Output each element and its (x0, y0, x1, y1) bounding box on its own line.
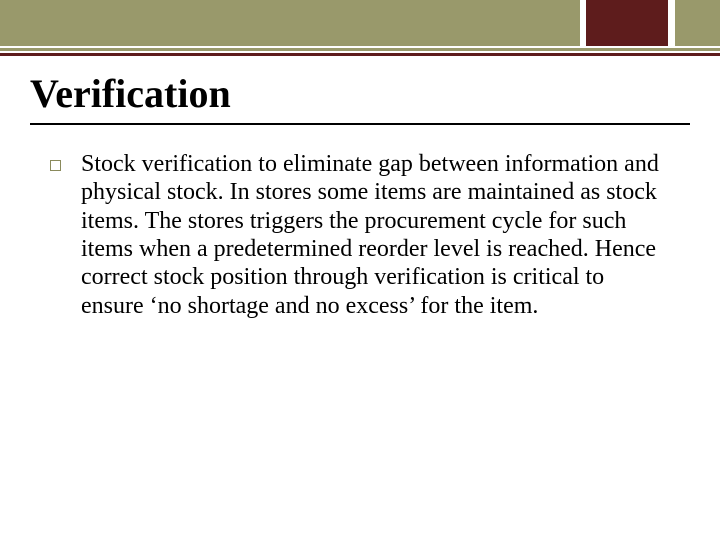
content-area: Stock verification to eliminate gap betw… (50, 150, 670, 320)
top-decorative-band (0, 0, 720, 46)
band-segment-maroon (586, 0, 668, 46)
band-segment-olive (675, 0, 720, 46)
hollow-square-bullet-icon (50, 160, 61, 171)
top-thin-line-olive (0, 48, 720, 51)
list-item: Stock verification to eliminate gap betw… (50, 150, 670, 320)
title-block: Verification (30, 70, 690, 125)
top-thin-line-maroon (0, 53, 720, 56)
band-segment-olive (0, 0, 580, 46)
slide: Verification Stock verification to elimi… (0, 0, 720, 540)
bullet-text: Stock verification to eliminate gap betw… (81, 150, 670, 320)
slide-title: Verification (30, 70, 690, 123)
title-underline (30, 123, 690, 125)
